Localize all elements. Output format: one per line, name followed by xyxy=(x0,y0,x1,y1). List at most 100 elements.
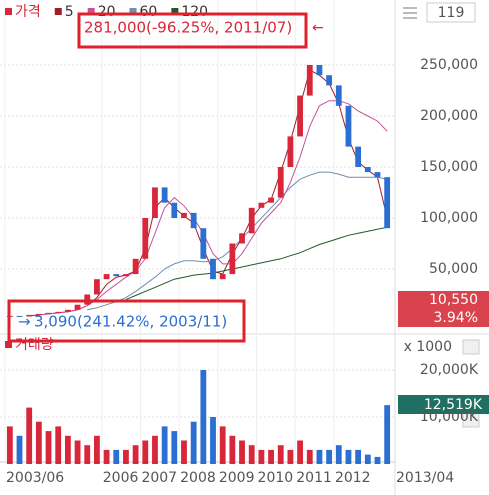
x-tick-label: 2006 xyxy=(103,470,139,486)
volume-bar xyxy=(287,449,294,464)
candle xyxy=(35,313,42,315)
plot-area: 50,000 100,000 150,000 200,000 250,000 10,000… xyxy=(0,0,479,486)
volume-bar xyxy=(297,440,303,464)
volume-bar xyxy=(64,435,71,464)
volume-bar xyxy=(248,445,255,464)
y-tick-label: 200,000 xyxy=(420,108,478,124)
volume-bar xyxy=(374,456,381,464)
volume-tick-label: 10,000K xyxy=(420,409,479,425)
candle xyxy=(306,65,313,96)
volume-bar xyxy=(84,445,91,464)
volume-unit-icon[interactable] xyxy=(462,339,480,355)
candle xyxy=(210,258,216,280)
volume-bar xyxy=(132,445,139,464)
last-volume: 12,519K xyxy=(424,397,483,413)
volume-bar xyxy=(26,407,33,464)
candle xyxy=(364,167,371,173)
volume-bar xyxy=(55,426,62,464)
candle xyxy=(219,274,226,280)
volume-bar xyxy=(74,440,81,464)
candle xyxy=(181,212,187,218)
last-price-box xyxy=(398,291,489,327)
moving-average-line xyxy=(125,226,388,301)
legend-swatch xyxy=(171,8,179,15)
volume-unit: x 1000 xyxy=(404,339,452,355)
candle xyxy=(132,258,139,275)
volume-bar xyxy=(384,405,391,464)
min-annotation: 3,090(241.42%, 2003/11) xyxy=(34,313,227,331)
volume-bar xyxy=(229,435,236,464)
volume-bar xyxy=(113,449,120,464)
candle xyxy=(277,167,284,198)
volume-bar xyxy=(306,449,313,464)
volume-bar xyxy=(45,431,52,464)
volume-legend: 거래량 xyxy=(15,337,54,353)
volume-bar xyxy=(355,449,362,464)
last-price: 10,550 xyxy=(429,292,478,308)
volume-bar xyxy=(152,435,158,464)
candle-count-box[interactable] xyxy=(426,2,476,23)
y-tick-label: 250,000 xyxy=(420,57,478,73)
volume-bar xyxy=(16,435,23,464)
volume-bar xyxy=(364,454,371,464)
moving-average-line xyxy=(87,171,388,311)
y-tick-label: 100,000 xyxy=(420,210,478,226)
min-arrow: → xyxy=(18,313,31,331)
x-tick-label: 2008 xyxy=(180,470,216,486)
y-tick-label: 50,000 xyxy=(429,261,478,277)
candle xyxy=(345,105,352,147)
candle xyxy=(190,212,197,229)
candle xyxy=(355,146,362,167)
candle xyxy=(287,136,294,167)
max-highlight-box xyxy=(77,12,308,49)
volume-bar xyxy=(123,449,129,464)
legend-swatch xyxy=(129,8,137,15)
legend-swatch xyxy=(5,8,12,15)
volume-legend-swatch xyxy=(5,341,12,348)
candle xyxy=(171,202,178,218)
legend-swatch xyxy=(87,8,95,15)
max-annotation: 281,000(-96.25%, 2011/07) xyxy=(84,19,292,37)
candle xyxy=(74,304,81,310)
candle xyxy=(152,187,158,218)
candle xyxy=(326,75,333,86)
x-tick-label: 2012 xyxy=(335,470,371,486)
volume-bar xyxy=(326,449,333,464)
candle xyxy=(384,177,391,229)
candle xyxy=(200,228,207,259)
legend-label: 5 xyxy=(65,4,74,20)
legend-label: 120 xyxy=(181,4,208,20)
candle xyxy=(335,85,342,106)
volume-bar xyxy=(200,370,207,464)
volume-bar xyxy=(219,426,226,464)
candle xyxy=(248,207,255,234)
candle xyxy=(268,197,274,203)
candle xyxy=(239,233,245,244)
volume-tick-label: 20,000K xyxy=(420,362,479,378)
x-tick-label: 2011 xyxy=(296,470,332,486)
volume-bar xyxy=(210,417,216,464)
min-highlight-box xyxy=(7,299,246,343)
volume-bar xyxy=(258,449,265,464)
volume-bar xyxy=(239,440,245,464)
x-tick-label: 2003/06 xyxy=(6,470,64,486)
candle xyxy=(55,311,62,313)
volume-bar xyxy=(171,431,178,464)
volume-bar xyxy=(316,449,323,464)
candle xyxy=(258,202,265,208)
candle xyxy=(16,315,23,317)
max-arrow: ← xyxy=(312,20,324,36)
last-change: 3.94% xyxy=(434,310,478,326)
candle xyxy=(229,243,236,275)
legend-label: 20 xyxy=(98,4,116,20)
volume-bar xyxy=(335,445,342,464)
volume-bar xyxy=(190,421,197,464)
x-tick-label: 2010 xyxy=(258,470,294,486)
legend-label: 가격 xyxy=(15,4,41,20)
legend-label: 60 xyxy=(140,4,158,20)
candle xyxy=(123,274,129,277)
candle xyxy=(316,65,323,76)
candle xyxy=(113,274,120,277)
menu-icon[interactable] xyxy=(403,7,417,19)
